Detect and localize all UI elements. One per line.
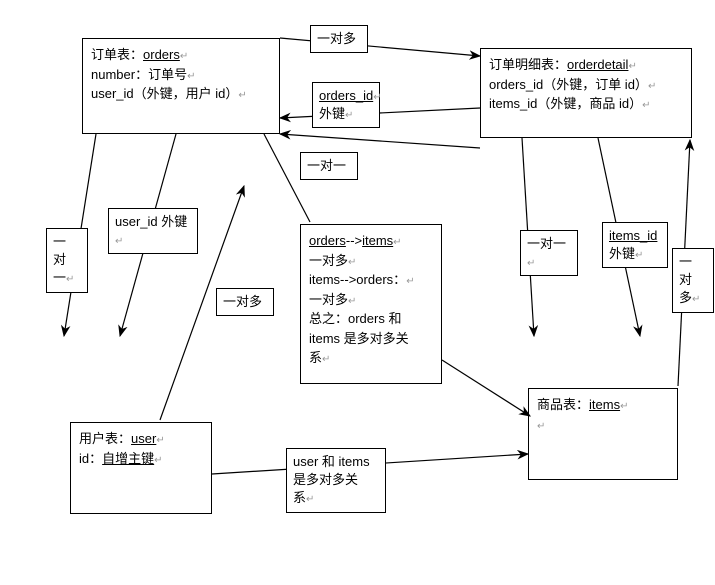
user-line2b: 自增主键 (102, 451, 154, 466)
orderdetail-line3: items_id（外键，商品 id） (489, 96, 642, 111)
label-text: 一 对 (53, 233, 81, 269)
center-l6: items 是多对多关 (309, 329, 433, 349)
items-title: items (589, 397, 620, 412)
orders-line2: number：订单号 (91, 67, 187, 82)
label-text: 外键 (609, 246, 635, 261)
orderdetail-title: orderdetail (567, 57, 628, 72)
label-text: 一 (53, 270, 66, 285)
label-one-to-many-left: 一对多 (216, 288, 274, 316)
label-orders-id-fk: orders_id↵ 外键↵ (312, 82, 380, 128)
orderdetail-line2: orders_id（外键，订单 id） (489, 77, 648, 92)
label-text: 系 (293, 490, 306, 505)
orders-line3: user_id（外键，用户 id） (91, 86, 238, 101)
label-one-to-one-right: 一对一↵ (520, 230, 578, 276)
orderdetail-title-prefix: 订单明细表： (489, 57, 567, 72)
label-text: 一对一 (527, 236, 566, 251)
label-items-id-fk: items_id 外键↵ (602, 222, 668, 268)
center-l1b: --> (346, 233, 362, 248)
label-text: 多 (679, 290, 692, 305)
entity-orderdetail: 订单明细表：orderdetail↵ orders_id（外键，订单 id）↵ … (480, 48, 692, 138)
label-text: 一对一 (307, 158, 346, 173)
center-l3b: ： (393, 272, 406, 287)
label-text: user 和 items (293, 453, 379, 471)
label-text: orders_id (319, 88, 373, 103)
label-one-to-many-right: 一 对 多↵ (672, 248, 714, 313)
label-one-to-one-mid: 一对一 (300, 152, 358, 180)
label-text: 外键 (319, 106, 345, 121)
user-line2a: id： (79, 451, 102, 466)
center-l3a: items-->orders (309, 272, 393, 287)
label-text: 一 对 (679, 253, 707, 289)
user-title-prefix: 用户表： (79, 431, 131, 446)
entity-user: 用户表：user↵ id：自增主键↵ (70, 422, 212, 514)
label-text: 一对多 (317, 31, 356, 46)
label-text: 是多对多关 (293, 471, 379, 489)
orders-title-prefix: 订单表： (91, 47, 143, 62)
center-l7: 系 (309, 350, 322, 365)
center-l2: 一对多 (309, 253, 348, 268)
center-l1a: orders (309, 233, 346, 248)
label-text: items_id (609, 228, 657, 243)
center-l4: 一对多 (309, 292, 348, 307)
center-l1c: items (362, 233, 393, 248)
entity-center-note: orders-->items↵ 一对多↵ items-->orders：↵ 一对… (300, 224, 442, 384)
label-user-id-fk: user_id 外键↵ (108, 208, 198, 254)
orders-title: orders (143, 47, 180, 62)
label-one-to-many-top: 一对多 (310, 25, 368, 53)
user-title: user (131, 431, 156, 446)
center-l5: 总之：orders 和 (309, 309, 433, 329)
items-title-prefix: 商品表： (537, 397, 589, 412)
label-text: user_id 外键 (115, 214, 187, 229)
diagram-canvas: 订单表：orders↵ number：订单号↵ user_id（外键，用户 id… (0, 0, 715, 585)
entity-items: 商品表：items↵ ↵ (528, 388, 678, 480)
label-one-to-one-left: 一 对 一↵ (46, 228, 88, 293)
entity-orders: 订单表：orders↵ number：订单号↵ user_id（外键，用户 id… (82, 38, 280, 134)
label-text: 一对多 (223, 294, 262, 309)
label-user-items-note: user 和 items 是多对多关 系↵ (286, 448, 386, 513)
